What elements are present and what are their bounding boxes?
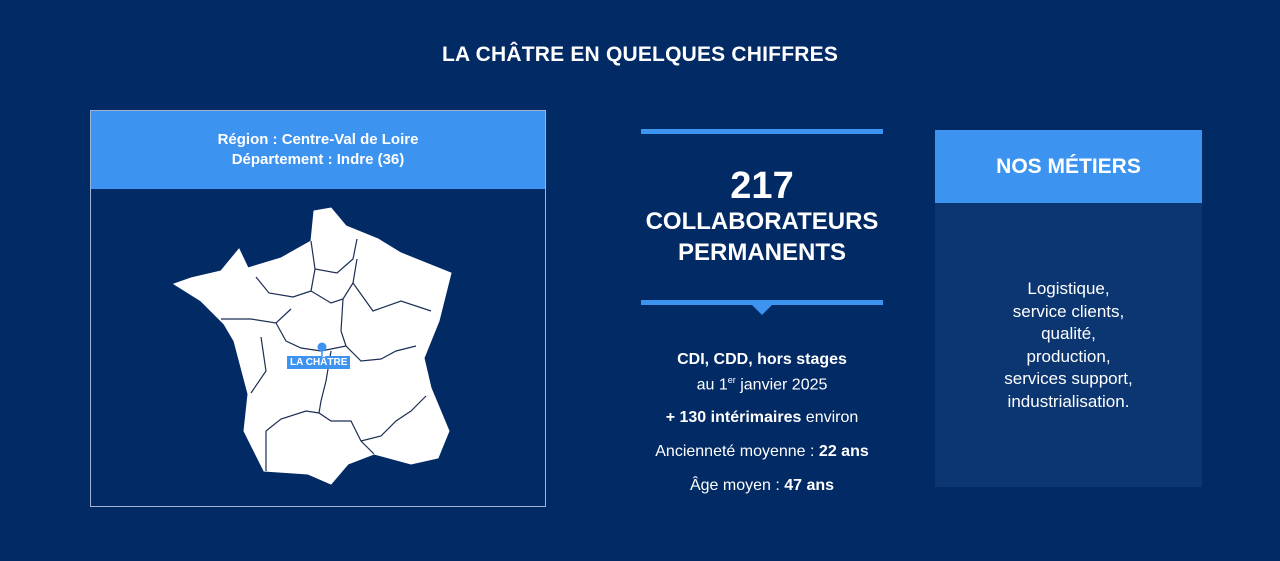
stats-panel: 217 COLLABORATEURS PERMANENTS CDI, CDD, … — [641, 129, 883, 496]
contract-types: CDI, CDD, hors stages — [677, 351, 847, 368]
metier-item: service clients, — [1012, 301, 1125, 321]
metier-item: production, — [1026, 346, 1111, 366]
count-label-2: PERMANENTS — [677, 239, 846, 266]
divider-bottom — [641, 300, 883, 305]
metiers-card: NOS MÉTIERS Logistique, service clients,… — [935, 130, 1202, 487]
seniority-value: 22 ans — [818, 443, 869, 461]
date-line: au 1er janvier 2025 — [641, 370, 883, 395]
temp-workers: + 130 intérimaires environ — [641, 407, 883, 428]
france-outline — [172, 207, 452, 485]
count-label-1: COLLABORATEURS — [645, 208, 879, 235]
location-pin-icon — [317, 342, 327, 352]
seniority: Ancienneté moyenne : 22 ans — [641, 441, 883, 462]
map-card: Région : Centre-Val de Loire Département… — [90, 110, 546, 507]
average-age: Âge moyen : 47 ans — [641, 475, 883, 496]
divider-top — [641, 129, 883, 134]
temp-rest: environ — [801, 409, 859, 427]
region-text: Région : Centre-Val de Loire — [217, 131, 419, 148]
map-header: Région : Centre-Val de Loire Département… — [91, 111, 545, 189]
age-label: Âge moyen : — [689, 477, 785, 495]
date-suffix: janvier 2025 — [735, 376, 828, 394]
date-prefix: au 1 — [696, 376, 728, 394]
metiers-heading: NOS MÉTIERS — [935, 130, 1202, 203]
metier-item: services support, — [1004, 369, 1133, 388]
pin-label: LA CHÂTRE — [287, 356, 351, 369]
employee-count: 217 — [730, 165, 794, 207]
metier-item: qualité, — [1041, 324, 1096, 343]
page-title: LA CHÂTRE EN QUELQUES CHIFFRES — [441, 43, 839, 66]
region-borders — [221, 238, 432, 471]
date-sup: er — [727, 375, 736, 385]
divider-arrow-icon — [752, 305, 772, 315]
metier-item: industrialisation. — [1007, 391, 1130, 411]
seniority-label: Ancienneté moyenne : — [655, 443, 819, 461]
age-value: 47 ans — [784, 477, 835, 495]
department-text: Département : Indre (36) — [231, 151, 405, 168]
metiers-list: Logistique, service clients, qualité, pr… — [935, 278, 1202, 413]
metier-item: Logistique, — [1027, 279, 1110, 298]
temp-count: + 130 intérimaires — [665, 409, 802, 427]
